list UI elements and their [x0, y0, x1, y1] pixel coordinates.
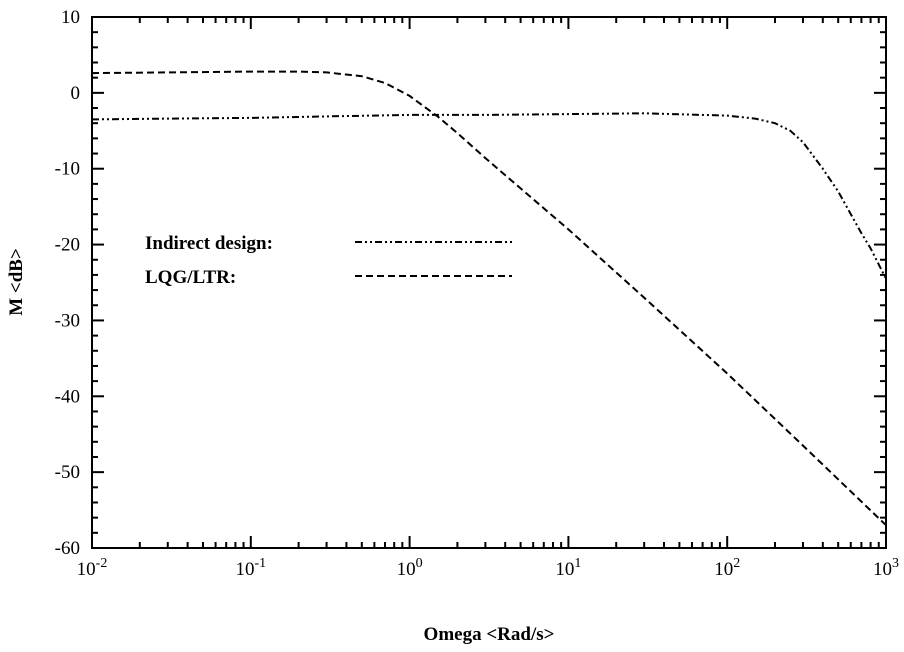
legend-label-2: LQG/LTR: [145, 267, 236, 288]
x-tick-label: 101 [555, 556, 581, 580]
y-axis-title: M <dB> [6, 248, 27, 316]
series-layer [91, 70, 887, 526]
y-tick-label: -50 [55, 462, 80, 483]
axis-ticks [91, 16, 887, 549]
tick-labels: 10-2 10-1 100 101 102 103100-10-20-30-40-50-6… [55, 7, 899, 580]
y-tick-label: -20 [55, 235, 80, 256]
legend: Indirect design: LQG/LTR: [145, 233, 512, 288]
series-line-1 [91, 112, 887, 280]
y-tick-label: -60 [55, 538, 80, 559]
x-tick-label: 102 [714, 556, 740, 580]
y-tick-label: -10 [55, 159, 80, 180]
x-tick-label: 10-2 [77, 556, 108, 580]
plot-frame [91, 16, 887, 549]
legend-label-1: Indirect design: [145, 233, 273, 254]
series-line-2 [91, 70, 887, 526]
y-tick-label: -40 [55, 386, 80, 407]
y-tick-label: 10 [61, 7, 80, 28]
x-tick-label: 103 [873, 556, 899, 580]
x-axis-title: Omega <Rad/s> [424, 624, 555, 645]
x-tick-label: 100 [397, 556, 423, 580]
y-tick-label: 0 [71, 83, 81, 104]
y-tick-label: -30 [55, 310, 80, 331]
x-tick-label: 10-1 [235, 556, 266, 580]
